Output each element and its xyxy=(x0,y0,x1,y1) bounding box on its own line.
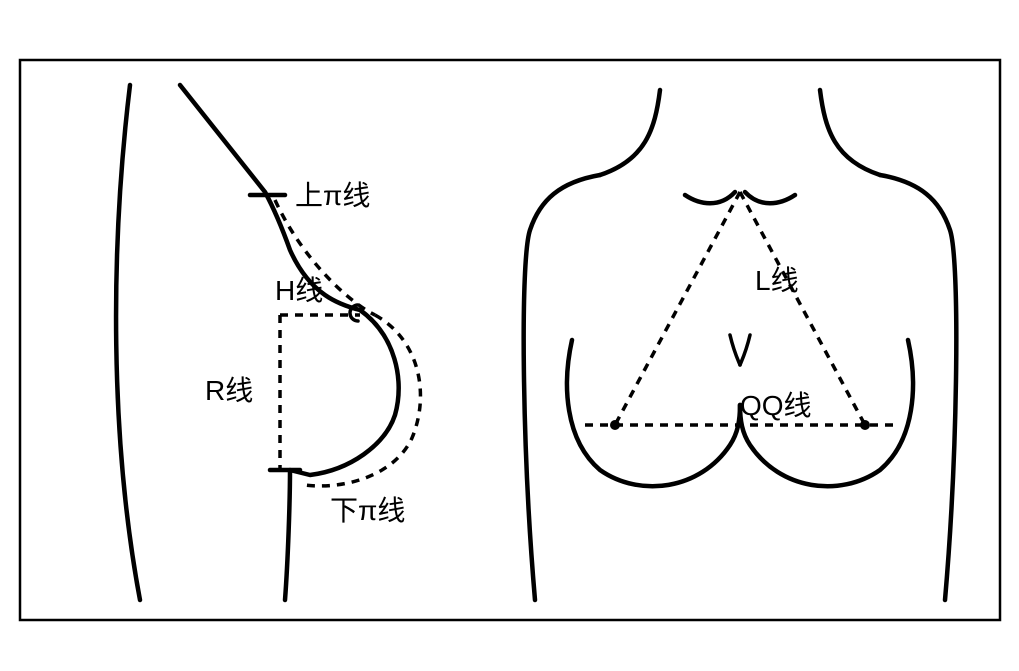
torso-right xyxy=(880,175,956,600)
l-line-left xyxy=(615,192,740,425)
neck-right xyxy=(820,90,880,175)
sternum-mark-left xyxy=(730,335,740,365)
torso-left xyxy=(524,175,600,600)
label-l: L线 xyxy=(755,265,799,296)
side-back-curve xyxy=(116,85,140,600)
nipple-dot-left xyxy=(610,420,620,430)
label-h: H线 xyxy=(275,275,323,306)
label-upper-pi: 上π线 xyxy=(295,180,370,211)
breast-left xyxy=(567,340,740,486)
lower-pi-arc xyxy=(305,315,420,486)
clavicle-left xyxy=(685,192,735,203)
label-qq: QQ线 xyxy=(740,390,812,421)
measurement-diagram: 上π线 H线 R线下π线 L线 QQ线 xyxy=(0,0,1019,671)
neck-left xyxy=(600,90,660,175)
nipple-dot-right xyxy=(860,420,870,430)
clavicle-right xyxy=(745,192,795,203)
sternum-mark-right xyxy=(740,335,750,365)
label-lower-pi: 下π线 xyxy=(330,495,405,526)
label-r: R线 xyxy=(205,375,253,406)
